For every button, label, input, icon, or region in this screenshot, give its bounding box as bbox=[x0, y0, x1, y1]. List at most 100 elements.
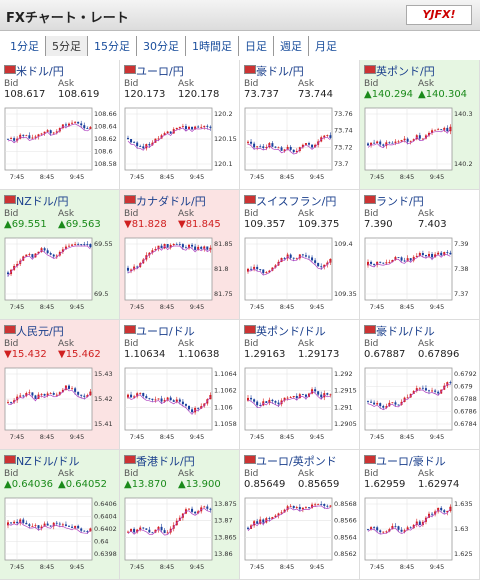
rate-panel[interactable]: NZドル/円 Bid Ask ▲69.551 ▲69.563 69.55 69.5 7:45 8… bbox=[0, 190, 120, 320]
tab[interactable]: 月足 bbox=[308, 36, 343, 56]
rate-panel[interactable]: 英ポンド/円 Bid Ask ▲140.294 ▲140.304 140.3 140.2 7:… bbox=[360, 60, 480, 190]
candle-body bbox=[68, 525, 70, 527]
candle-body bbox=[157, 526, 160, 530]
candle-body bbox=[449, 252, 452, 255]
average-line bbox=[7, 123, 91, 144]
rate-panel[interactable]: ユーロ/円 Bid Ask 120.173 120.178 120.2 120.15 120.… bbox=[120, 60, 240, 190]
y-tick-label: 13.87 bbox=[214, 517, 233, 525]
tab[interactable]: 1分足 bbox=[10, 40, 39, 53]
rate-panel[interactable]: NZドル/ドル Bid Ask ▲0.64036 ▲0.64052 0.6406 0.640… bbox=[0, 450, 120, 580]
y-tick-label: 81.85 bbox=[214, 240, 233, 248]
rate-panel[interactable]: 豪ドル/円 Bid Ask 73.737 73.744 73.76 73.74 73.72 73… bbox=[240, 60, 360, 190]
ask-value: ▲0.64052 bbox=[58, 479, 108, 490]
candle-body bbox=[434, 390, 437, 392]
candle-body bbox=[31, 137, 34, 139]
candle-body bbox=[449, 382, 452, 384]
rate-panel[interactable]: 英ポンド/ドル Bid Ask 1.29163 1.29173 1.292 1.2915 1.… bbox=[240, 320, 360, 450]
tab[interactable]: 30分足 bbox=[136, 36, 185, 56]
candle-body bbox=[163, 133, 166, 136]
bid-value: ▼81.828 bbox=[124, 219, 167, 230]
flag-icon bbox=[244, 195, 256, 204]
bid-label: Bid bbox=[124, 79, 139, 89]
candle-body bbox=[382, 531, 385, 533]
candle-body bbox=[271, 399, 274, 402]
candle-body bbox=[283, 397, 286, 401]
x-tick-label: 9:45 bbox=[190, 303, 205, 311]
ask-label: Ask bbox=[418, 79, 435, 89]
bid-value: ▲140.294 bbox=[364, 89, 414, 100]
pair-name: 豪ドル/円 bbox=[256, 65, 304, 78]
candle-body bbox=[308, 507, 310, 509]
candle-body bbox=[326, 505, 329, 507]
tab[interactable]: 15分足 bbox=[87, 36, 136, 56]
candle-body bbox=[61, 389, 64, 393]
y-tick-label: 13.875 bbox=[214, 500, 237, 508]
candle-body bbox=[181, 401, 184, 405]
tab[interactable]: 週足 bbox=[273, 36, 308, 56]
candle-body bbox=[25, 522, 28, 525]
ask-label: Ask bbox=[58, 339, 75, 349]
y-tick-label: 140.2 bbox=[454, 160, 473, 168]
rate-panel[interactable]: ユーロ/豪ドル Bid Ask 1.62959 1.62974 1.635 1.63 1.62… bbox=[360, 450, 480, 580]
candle-body bbox=[154, 529, 157, 533]
candle-body bbox=[298, 507, 301, 510]
candle-body bbox=[262, 269, 265, 274]
candle-body bbox=[127, 267, 129, 271]
rate-panel[interactable]: 豪ドル/ドル Bid Ask 0.67887 0.67896 0.6792 0.679 0.6… bbox=[360, 320, 480, 450]
rate-panel[interactable]: ユーロ/英ポンド Bid Ask 0.85649 0.85659 0.8568 0.8566… bbox=[240, 450, 360, 580]
tab[interactable]: 5分足 bbox=[45, 36, 87, 56]
rate-panel[interactable]: 人民元/円 Bid Ask ▼15.432 ▼15.462 15.43 15.42 15.41… bbox=[0, 320, 120, 450]
rate-panel[interactable]: ユーロ/ドル Bid Ask 1.10634 1.10638 1.1064 1.1062 1.… bbox=[120, 320, 240, 450]
tab[interactable]: 日足 bbox=[238, 36, 273, 56]
candle-body bbox=[197, 407, 200, 409]
ask-value: ▼81.845 bbox=[178, 219, 221, 230]
y-tick-label: 0.6792 bbox=[454, 370, 477, 378]
y-tick-label: 13.865 bbox=[214, 533, 237, 541]
candle-body bbox=[292, 257, 295, 259]
candle-body bbox=[247, 268, 249, 272]
candle-body bbox=[292, 395, 295, 398]
ask-label: Ask bbox=[298, 469, 315, 479]
pair-name: 米ドル/円 bbox=[16, 65, 64, 78]
candle-body bbox=[286, 397, 289, 399]
rate-panel[interactable]: カナダドル/円 Bid Ask ▼81.828 ▼81.845 81.85 81.8 81.7… bbox=[120, 190, 240, 320]
candle-body bbox=[203, 506, 206, 508]
bid-label: Bid bbox=[4, 339, 19, 349]
tab[interactable]: 1時間足 bbox=[185, 36, 238, 56]
x-tick-label: 9:45 bbox=[70, 303, 85, 311]
rate-panel[interactable]: 米ドル/円 Bid Ask 108.617 108.619 108.66 108.64 108… bbox=[0, 60, 120, 190]
candle-body bbox=[181, 244, 184, 248]
rate-panel[interactable]: 香港ドル/円 Bid Ask ▲13.870 ▲13.900 13.875 13.87 13.… bbox=[120, 450, 240, 580]
candle-body bbox=[289, 254, 292, 258]
candle-body bbox=[308, 143, 310, 145]
candle-body bbox=[136, 393, 139, 397]
candle-body bbox=[320, 394, 323, 398]
candle-body bbox=[74, 388, 77, 392]
candle-body bbox=[250, 141, 253, 144]
candle-body bbox=[10, 402, 13, 404]
candle-body bbox=[10, 138, 13, 139]
bid-label: Bid bbox=[124, 209, 139, 219]
mini-chart: 120.2 120.15 120.1 7:45 8:45 9:45 bbox=[124, 107, 237, 181]
candle-body bbox=[49, 393, 52, 394]
candle-body bbox=[317, 391, 320, 395]
logo[interactable]: YJFX! bbox=[406, 5, 472, 25]
x-tick-label: 8:45 bbox=[400, 563, 415, 571]
candle-body bbox=[86, 128, 89, 129]
rate-panel[interactable]: ランド/円 Bid Ask 7.390 7.403 7.39 7.38 7.37 7:45 8:4… bbox=[360, 190, 480, 320]
flag-icon bbox=[244, 65, 256, 74]
pair-name: NZドル/ドル bbox=[16, 455, 80, 468]
x-tick-label: 8:45 bbox=[40, 563, 55, 571]
x-tick-label: 7:45 bbox=[10, 303, 25, 311]
candle-body bbox=[209, 508, 212, 510]
candle-body bbox=[256, 146, 259, 148]
candle-body bbox=[301, 144, 304, 148]
candle-body bbox=[181, 126, 184, 127]
ask-value: ▲13.900 bbox=[178, 479, 221, 490]
candle-body bbox=[301, 394, 304, 396]
rate-panel[interactable]: スイスフラン/円 Bid Ask 109.357 109.375 109.4 109.35 7… bbox=[240, 190, 360, 320]
ask-label: Ask bbox=[178, 209, 195, 219]
bid-label: Bid bbox=[4, 469, 19, 479]
flag-icon bbox=[4, 325, 16, 334]
candle-body bbox=[203, 246, 206, 249]
